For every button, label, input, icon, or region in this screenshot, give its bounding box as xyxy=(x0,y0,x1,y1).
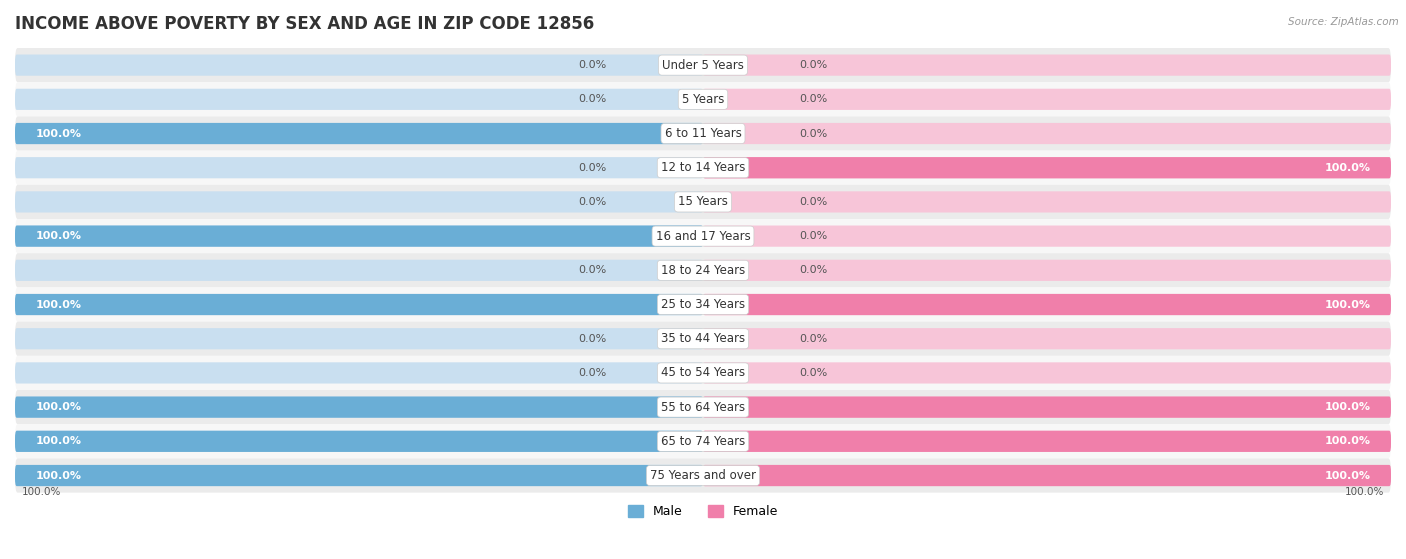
Text: 100.0%: 100.0% xyxy=(22,487,62,497)
FancyBboxPatch shape xyxy=(15,123,703,144)
Text: 12 to 14 Years: 12 to 14 Years xyxy=(661,161,745,174)
Text: 0.0%: 0.0% xyxy=(578,197,606,207)
FancyBboxPatch shape xyxy=(15,458,1391,492)
Text: 0.0%: 0.0% xyxy=(578,163,606,173)
Text: 0.0%: 0.0% xyxy=(800,334,828,344)
FancyBboxPatch shape xyxy=(15,55,703,75)
Text: 0.0%: 0.0% xyxy=(800,368,828,378)
FancyBboxPatch shape xyxy=(703,431,1391,452)
Legend: Male, Female: Male, Female xyxy=(623,500,783,523)
FancyBboxPatch shape xyxy=(703,191,1391,212)
FancyBboxPatch shape xyxy=(15,294,703,315)
FancyBboxPatch shape xyxy=(703,328,1391,349)
Text: 25 to 34 Years: 25 to 34 Years xyxy=(661,298,745,311)
Text: 15 Years: 15 Years xyxy=(678,196,728,209)
Text: Under 5 Years: Under 5 Years xyxy=(662,59,744,72)
FancyBboxPatch shape xyxy=(15,362,703,383)
Text: 100.0%: 100.0% xyxy=(1324,471,1371,481)
Text: 6 to 11 Years: 6 to 11 Years xyxy=(665,127,741,140)
Text: 18 to 24 Years: 18 to 24 Years xyxy=(661,264,745,277)
Text: Source: ZipAtlas.com: Source: ZipAtlas.com xyxy=(1288,17,1399,27)
FancyBboxPatch shape xyxy=(703,157,1391,178)
Text: 0.0%: 0.0% xyxy=(578,60,606,70)
Text: 100.0%: 100.0% xyxy=(35,129,82,139)
Text: 0.0%: 0.0% xyxy=(578,94,606,105)
Text: 0.0%: 0.0% xyxy=(578,334,606,344)
Text: 100.0%: 100.0% xyxy=(1324,300,1371,310)
FancyBboxPatch shape xyxy=(703,294,1391,315)
FancyBboxPatch shape xyxy=(15,191,703,212)
FancyBboxPatch shape xyxy=(15,123,703,144)
Text: 5 Years: 5 Years xyxy=(682,93,724,106)
Text: 0.0%: 0.0% xyxy=(800,129,828,139)
Text: 55 to 64 Years: 55 to 64 Years xyxy=(661,401,745,414)
FancyBboxPatch shape xyxy=(15,328,703,349)
Text: 45 to 54 Years: 45 to 54 Years xyxy=(661,367,745,380)
FancyBboxPatch shape xyxy=(15,465,703,486)
FancyBboxPatch shape xyxy=(15,321,1391,356)
FancyBboxPatch shape xyxy=(703,55,1391,75)
FancyBboxPatch shape xyxy=(15,157,703,178)
FancyBboxPatch shape xyxy=(15,390,1391,424)
FancyBboxPatch shape xyxy=(703,157,1391,178)
Text: 0.0%: 0.0% xyxy=(800,231,828,241)
Text: 100.0%: 100.0% xyxy=(35,231,82,241)
Text: 16 and 17 Years: 16 and 17 Years xyxy=(655,230,751,243)
FancyBboxPatch shape xyxy=(15,287,1391,321)
FancyBboxPatch shape xyxy=(703,260,1391,281)
FancyBboxPatch shape xyxy=(703,465,1391,486)
FancyBboxPatch shape xyxy=(703,294,1391,315)
Text: 100.0%: 100.0% xyxy=(35,402,82,412)
FancyBboxPatch shape xyxy=(15,48,1391,82)
Text: 65 to 74 Years: 65 to 74 Years xyxy=(661,435,745,448)
FancyBboxPatch shape xyxy=(15,260,703,281)
FancyBboxPatch shape xyxy=(703,123,1391,144)
Text: INCOME ABOVE POVERTY BY SEX AND AGE IN ZIP CODE 12856: INCOME ABOVE POVERTY BY SEX AND AGE IN Z… xyxy=(15,15,595,33)
Text: 0.0%: 0.0% xyxy=(800,266,828,276)
FancyBboxPatch shape xyxy=(703,396,1391,418)
Text: 100.0%: 100.0% xyxy=(35,471,82,481)
FancyBboxPatch shape xyxy=(15,396,703,418)
FancyBboxPatch shape xyxy=(15,294,703,315)
FancyBboxPatch shape xyxy=(703,431,1391,452)
FancyBboxPatch shape xyxy=(703,396,1391,418)
FancyBboxPatch shape xyxy=(15,89,703,110)
FancyBboxPatch shape xyxy=(15,185,1391,219)
FancyBboxPatch shape xyxy=(15,225,703,247)
FancyBboxPatch shape xyxy=(15,424,1391,458)
FancyBboxPatch shape xyxy=(15,82,1391,116)
FancyBboxPatch shape xyxy=(15,431,703,452)
Text: 100.0%: 100.0% xyxy=(1324,402,1371,412)
FancyBboxPatch shape xyxy=(703,89,1391,110)
FancyBboxPatch shape xyxy=(15,465,703,486)
FancyBboxPatch shape xyxy=(15,219,1391,253)
FancyBboxPatch shape xyxy=(703,362,1391,383)
FancyBboxPatch shape xyxy=(703,225,1391,247)
Text: 100.0%: 100.0% xyxy=(1324,163,1371,173)
Text: 0.0%: 0.0% xyxy=(800,197,828,207)
FancyBboxPatch shape xyxy=(703,465,1391,486)
Text: 0.0%: 0.0% xyxy=(800,60,828,70)
Text: 0.0%: 0.0% xyxy=(578,266,606,276)
Text: 75 Years and over: 75 Years and over xyxy=(650,469,756,482)
FancyBboxPatch shape xyxy=(15,116,1391,150)
Text: 0.0%: 0.0% xyxy=(578,368,606,378)
Text: 100.0%: 100.0% xyxy=(1344,487,1384,497)
Text: 0.0%: 0.0% xyxy=(800,94,828,105)
FancyBboxPatch shape xyxy=(15,253,1391,287)
FancyBboxPatch shape xyxy=(15,150,1391,185)
FancyBboxPatch shape xyxy=(15,396,703,418)
Text: 100.0%: 100.0% xyxy=(35,437,82,446)
Text: 35 to 44 Years: 35 to 44 Years xyxy=(661,332,745,345)
Text: 100.0%: 100.0% xyxy=(35,300,82,310)
FancyBboxPatch shape xyxy=(15,356,1391,390)
FancyBboxPatch shape xyxy=(15,225,703,247)
FancyBboxPatch shape xyxy=(15,431,703,452)
Text: 100.0%: 100.0% xyxy=(1324,437,1371,446)
